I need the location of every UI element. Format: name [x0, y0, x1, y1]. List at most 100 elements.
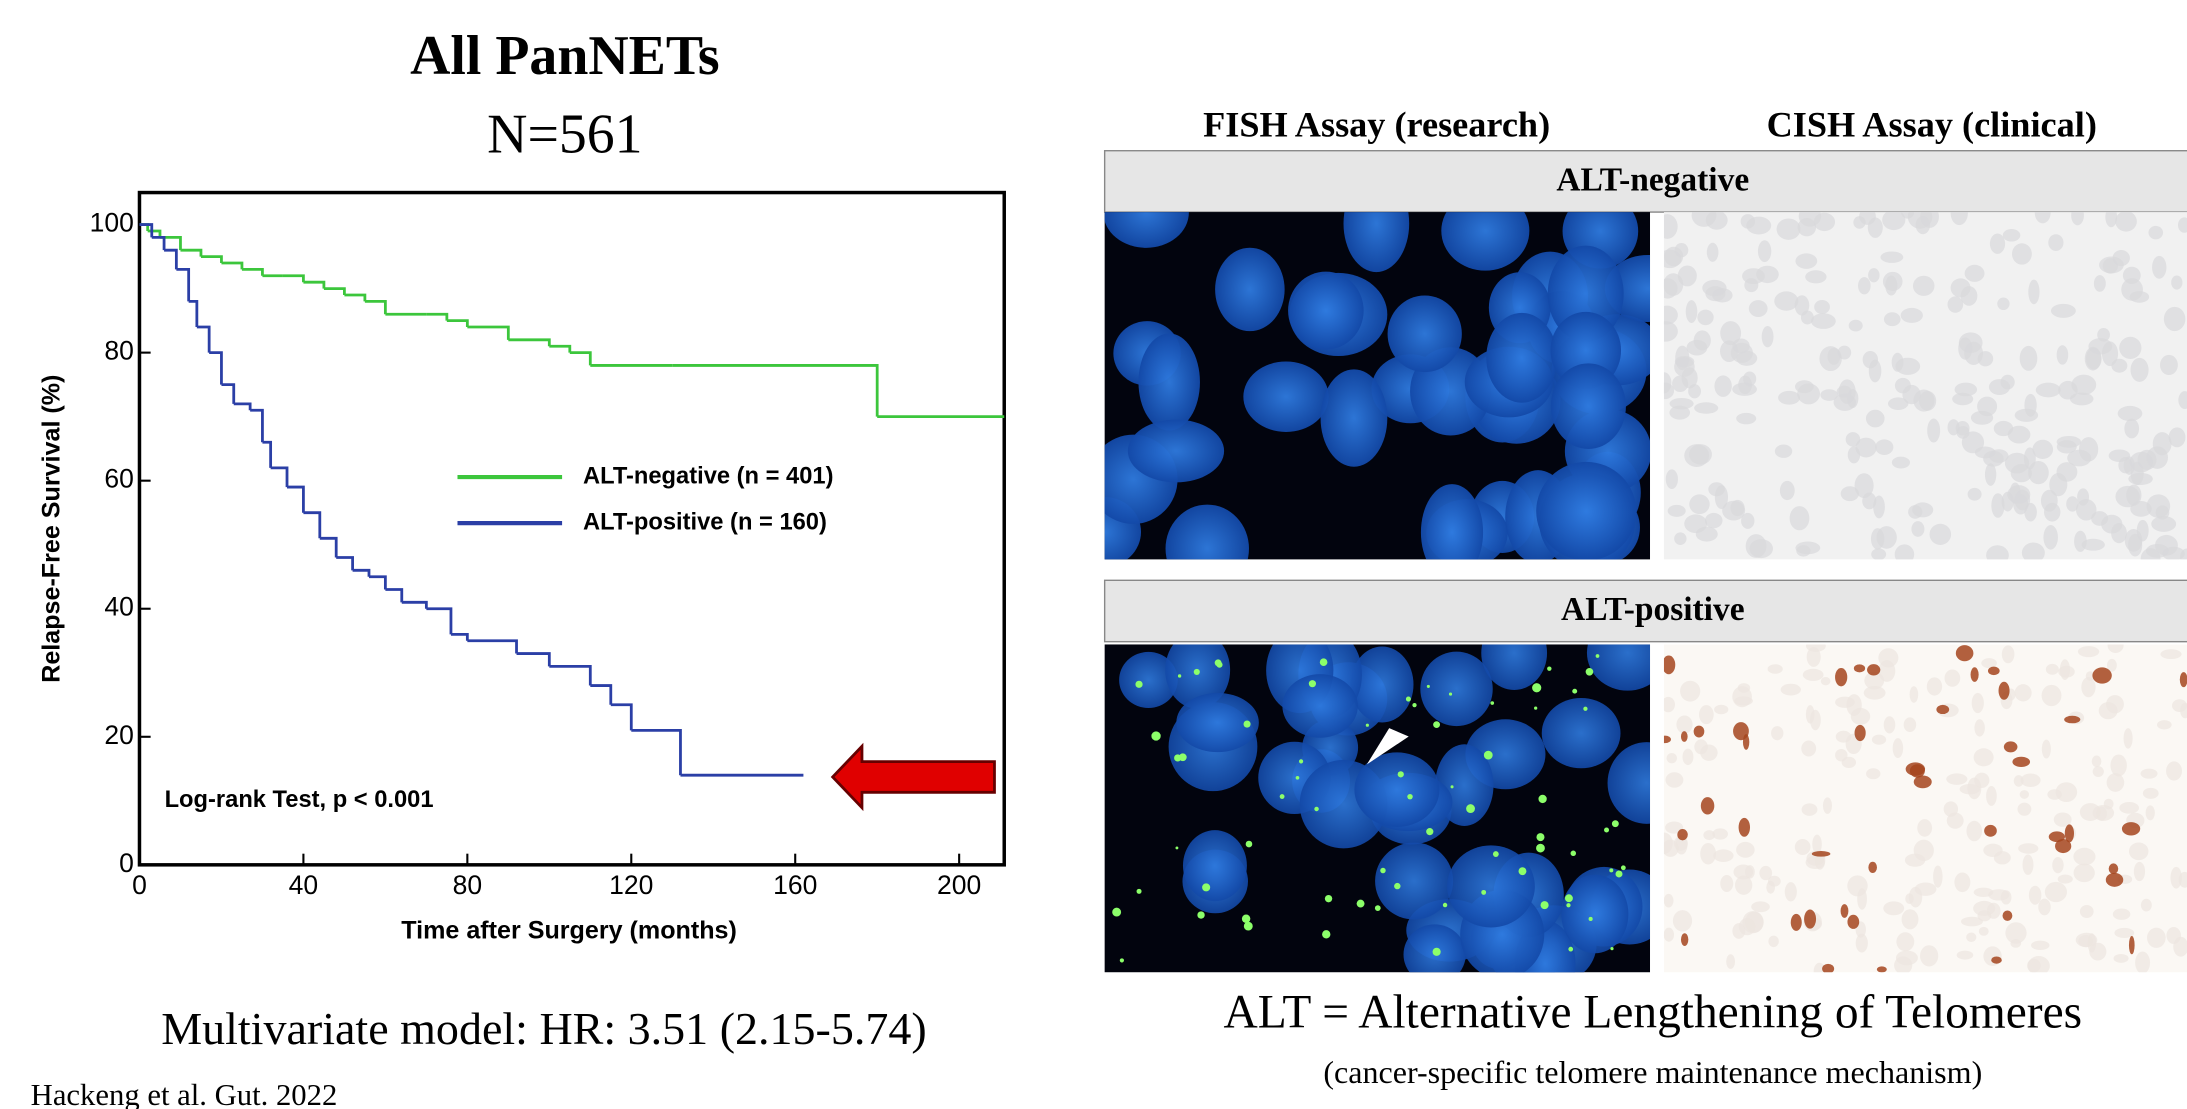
cell	[1665, 469, 1678, 490]
cell	[1282, 674, 1358, 738]
cell	[2022, 854, 2034, 875]
cell	[1789, 506, 1810, 531]
survival-step	[250, 408, 264, 443]
cell	[1795, 253, 1818, 269]
cell	[2155, 534, 2178, 556]
cell	[1663, 305, 1678, 325]
cell	[1680, 680, 1701, 702]
cell	[2053, 812, 2072, 827]
cell	[1908, 505, 1923, 519]
survival-step	[467, 639, 518, 654]
spot	[1609, 868, 1614, 873]
cell	[1420, 651, 1493, 727]
cell	[1840, 486, 1860, 502]
cell	[2003, 741, 2018, 753]
cell	[1971, 692, 1984, 714]
cell	[2007, 425, 2031, 444]
cell	[2130, 357, 2149, 382]
cell	[1713, 849, 1734, 863]
cell	[1720, 874, 1734, 892]
cell	[1973, 748, 1994, 767]
survival-step	[241, 267, 264, 276]
cell	[1176, 692, 1259, 753]
cell	[2091, 755, 2102, 768]
cell	[1794, 295, 1810, 316]
cell	[2151, 516, 2177, 532]
cell	[1974, 719, 1985, 737]
spot	[1481, 889, 1487, 895]
x-tick-label: 0	[132, 870, 147, 900]
cell	[1288, 271, 1364, 350]
spot	[1135, 680, 1143, 688]
definition: ALT = Alternative Lengthening of Telomer…	[1224, 987, 2083, 1039]
cell	[2071, 212, 2084, 226]
cell	[2107, 644, 2124, 654]
cell	[1988, 889, 2010, 901]
cell	[1960, 286, 1978, 306]
cell	[1936, 704, 1950, 715]
spot	[1518, 867, 1527, 876]
cell	[1704, 512, 1723, 529]
cell	[1127, 419, 1225, 483]
cell	[1784, 882, 1797, 902]
y-tick-label: 100	[90, 208, 134, 238]
spot	[1174, 754, 1182, 762]
model-text: Multivariate model: HR: 3.51 (2.15-5.74)	[161, 1003, 927, 1054]
spot	[1322, 930, 1331, 939]
cell	[1663, 321, 1678, 342]
spot	[1536, 843, 1545, 853]
cell	[2021, 542, 2045, 560]
spot	[1547, 666, 1552, 671]
cell	[1684, 444, 1710, 468]
spot	[1136, 888, 1142, 894]
cell	[1927, 418, 1941, 443]
cell	[1984, 824, 1997, 837]
cell	[2000, 374, 2015, 390]
cell	[2056, 462, 2078, 482]
cell	[2085, 347, 2102, 370]
cell	[1857, 888, 1867, 910]
cell	[1870, 528, 1885, 550]
cell	[1182, 830, 1247, 902]
cell	[2108, 863, 2119, 875]
cell	[1663, 655, 1676, 675]
cell	[1354, 752, 1440, 827]
cell	[1734, 875, 1753, 895]
survival-step	[368, 575, 387, 590]
cell	[2093, 275, 2106, 292]
cell	[2075, 499, 2097, 521]
cell	[1914, 882, 1937, 896]
cell	[2177, 217, 2187, 233]
cell	[1243, 361, 1329, 432]
cell	[1420, 484, 1484, 560]
cell	[1767, 875, 1781, 887]
cell	[2108, 449, 2131, 462]
cell	[2031, 940, 2050, 951]
cell	[1138, 333, 1200, 431]
cell	[2071, 374, 2097, 396]
cell	[1961, 431, 1985, 454]
cell	[1833, 393, 1857, 411]
survival-step	[262, 440, 273, 468]
cell	[2066, 496, 2079, 512]
cell	[2140, 898, 2152, 912]
column-header: CISH Assay (clinical)	[1767, 105, 2097, 145]
cell	[1805, 270, 1827, 284]
survival-step	[364, 300, 387, 315]
cell	[1973, 900, 1996, 916]
survival-step	[139, 223, 154, 238]
cell	[1343, 212, 1410, 273]
cell	[1854, 473, 1874, 499]
cell	[1883, 312, 1901, 327]
cell	[2035, 382, 2061, 398]
survival-step	[287, 485, 305, 513]
cell	[1871, 734, 1887, 745]
cell	[1796, 545, 1811, 557]
cell	[1674, 356, 1695, 368]
spot	[1432, 947, 1441, 956]
cell	[1964, 264, 1985, 282]
cell	[1742, 734, 1750, 750]
cell	[1920, 945, 1939, 967]
cell	[2055, 839, 2072, 854]
